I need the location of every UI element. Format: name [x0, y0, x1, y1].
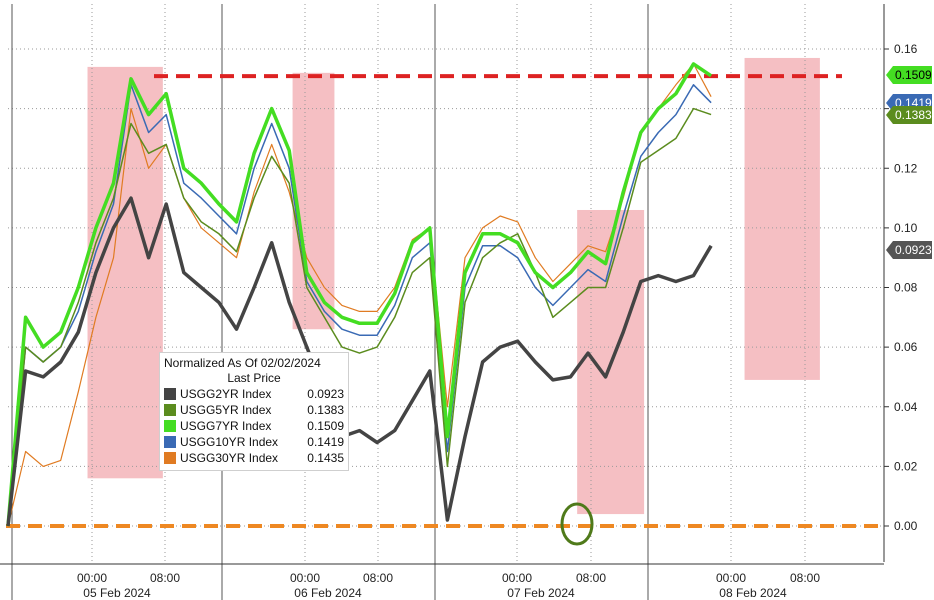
legend-series-name: USGG2YR Index: [180, 387, 272, 401]
legend-item-usgg30yr: USGG30YR Index 0.1435: [164, 450, 344, 466]
legend-swatch: [164, 420, 176, 432]
series-lines: [6, 62, 713, 527]
series-line-usgg10yr: [7, 84, 712, 527]
x-tick-label: 08:00: [790, 571, 820, 585]
legend-series-name: USGG7YR Index: [180, 419, 272, 433]
legend-series-value: 0.1383: [307, 403, 344, 417]
end-label-tag: [886, 241, 932, 259]
legend-title: Normalized As Of 02/02/2024: [164, 356, 321, 370]
x-tick-label: 08:00: [576, 571, 606, 585]
shaded-region-1: [87, 66, 163, 479]
x-tick-label: 00:00: [502, 571, 532, 585]
annotations: [560, 502, 594, 546]
legend-item-usgg7yr: USGG7YR Index 0.1509: [164, 418, 344, 434]
y-tick-label: 0.10: [894, 221, 918, 235]
x-day-label: 07 Feb 2024: [507, 586, 575, 600]
legend-series-value: 0.0923: [307, 387, 344, 401]
legend-series-value: 0.1435: [307, 451, 344, 465]
legend-item-usgg10yr: USGG10YR Index 0.1419: [164, 434, 344, 450]
series-line-usgg7yr: [6, 62, 713, 527]
x-tick-label: 00:00: [77, 571, 107, 585]
y-tick-label: 0.06: [894, 340, 918, 354]
annotation-circle: [560, 502, 594, 546]
legend-series-name: USGG10YR Index: [180, 435, 279, 449]
x-tick-label: 00:00: [290, 571, 320, 585]
legend-item-usgg5yr: USGG5YR Index 0.1383: [164, 402, 344, 418]
series-line-usgg30yr: [7, 63, 712, 527]
legend-series-name: USGG5YR Index: [180, 403, 272, 417]
end-label-tag: [886, 106, 932, 124]
legend-subtitle: Last Price: [227, 371, 281, 385]
shaded-region-4: [744, 57, 820, 380]
legend-item-usgg2yr: USGG2YR Index 0.0923: [164, 386, 344, 402]
legend-series-name: USGG30YR Index: [180, 451, 279, 465]
x-tick-label: 00:00: [716, 571, 746, 585]
legend: Normalized As Of 02/02/2024 Last Price U…: [159, 352, 349, 471]
x-tick-label: 08:00: [363, 571, 393, 585]
y-tick-label: 0.12: [894, 161, 918, 175]
y-tick-label: 0.16: [894, 42, 918, 56]
legend-series-value: 0.1419: [307, 435, 344, 449]
y-tick-label: 0.02: [894, 459, 918, 473]
x-day-label: 06 Feb 2024: [294, 586, 362, 600]
legend-swatch: [164, 436, 176, 448]
legend-series-value: 0.1509: [307, 419, 344, 433]
series-line-usgg5yr: [7, 107, 712, 527]
y-tick-label: 0.00: [894, 519, 918, 533]
legend-swatch: [164, 404, 176, 416]
legend-swatch: [164, 452, 176, 464]
reference-lines: [6, 74, 884, 528]
x-tick-label: 08:00: [150, 571, 180, 585]
legend-swatch: [164, 388, 176, 400]
end-label-text: 0.0923: [895, 243, 932, 257]
end-label-text: 0.1509: [895, 68, 932, 82]
end-label-tag: [886, 66, 932, 84]
series-line-usgg2yr: [6, 196, 713, 527]
y-tick-label: 0.08: [894, 281, 918, 295]
axes: 0.000.020.040.060.080.100.120.140.1600:0…: [0, 4, 918, 600]
end-label-text: 0.1383: [895, 108, 932, 122]
x-day-label: 05 Feb 2024: [83, 586, 151, 600]
y-tick-label: 0.04: [894, 400, 918, 414]
x-day-label: 08 Feb 2024: [719, 586, 787, 600]
